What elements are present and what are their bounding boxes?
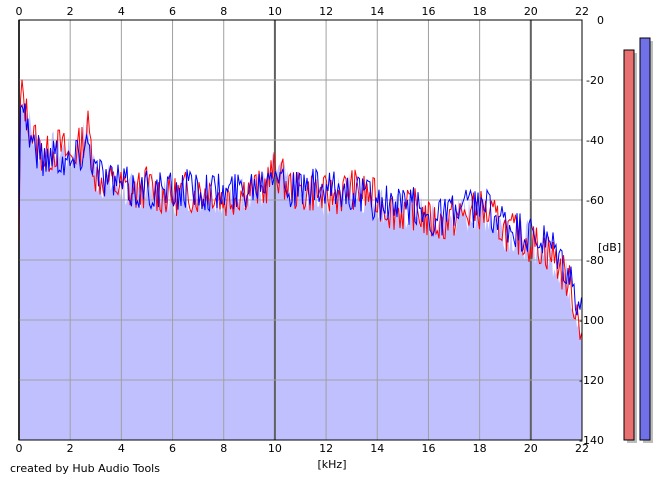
credit-text: created by Hub Audio Tools xyxy=(10,462,160,475)
x-tick-label-bottom: 8 xyxy=(220,442,227,455)
x-axis-label: [kHz] xyxy=(318,458,347,471)
y-tick-label: -40 xyxy=(586,134,604,147)
level-meters xyxy=(623,37,653,443)
x-tick-label-top: 22 xyxy=(575,5,589,18)
x-tick-label-top: 16 xyxy=(421,5,435,18)
x-tick-label-top: 20 xyxy=(524,5,538,18)
chart-series xyxy=(18,79,582,340)
x-tick-label-bottom: 14 xyxy=(370,442,384,455)
y-tick-label: -20 xyxy=(586,74,604,87)
x-tick-label-bottom: 6 xyxy=(169,442,176,455)
x-tick-label-top: 12 xyxy=(319,5,333,18)
level-meter-bar xyxy=(623,49,635,441)
level-meter-bar xyxy=(639,37,651,441)
x-tick-label-top: 2 xyxy=(67,5,74,18)
x-tick-label-bottom: 4 xyxy=(118,442,125,455)
x-axis-bottom-ticks: 0 2 4 6 8 10 12 14 16 18 20 22 xyxy=(16,442,590,455)
y-tick-label: -100 xyxy=(579,314,604,327)
x-tick-label-top: 14 xyxy=(370,5,384,18)
spectrum-fill xyxy=(19,100,582,441)
x-tick-label-top: 18 xyxy=(473,5,487,18)
x-tick-label-bottom: 12 xyxy=(319,442,333,455)
x-tick-label-top: 4 xyxy=(118,5,125,18)
x-tick-label-bottom: 18 xyxy=(473,442,487,455)
x-tick-label-bottom: 10 xyxy=(268,442,282,455)
y-tick-label: -140 xyxy=(579,434,604,447)
y-tick-label: 0 xyxy=(597,14,604,27)
x-tick-label-bottom: 20 xyxy=(524,442,538,455)
plot-frame xyxy=(18,19,583,441)
x-tick-label-top: 8 xyxy=(220,5,227,18)
y-axis-label: [dB] xyxy=(598,241,621,254)
y-tick-label: -80 xyxy=(586,254,604,267)
x-tick-label-top: 10 xyxy=(268,5,282,18)
x-tick-label-top: 0 xyxy=(16,5,23,18)
x-tick-label-bottom: 22 xyxy=(575,442,589,455)
x-tick-label-top: 6 xyxy=(169,5,176,18)
y-tick-label: -60 xyxy=(586,194,604,207)
x-tick-label-bottom: 16 xyxy=(421,442,435,455)
series-line-2 xyxy=(18,103,582,316)
y-tick-label: -120 xyxy=(579,374,604,387)
spectrum-fill-area xyxy=(19,100,582,441)
y-axis-right-ticks: 0 -20 -40 -60 -80 -100 -120 -140 xyxy=(579,14,604,447)
x-tick-label-bottom: 0 xyxy=(16,442,23,455)
x-tick-label-bottom: 2 xyxy=(67,442,74,455)
x-axis-top-ticks: 0 2 4 6 8 10 12 14 16 18 20 22 xyxy=(16,5,590,18)
